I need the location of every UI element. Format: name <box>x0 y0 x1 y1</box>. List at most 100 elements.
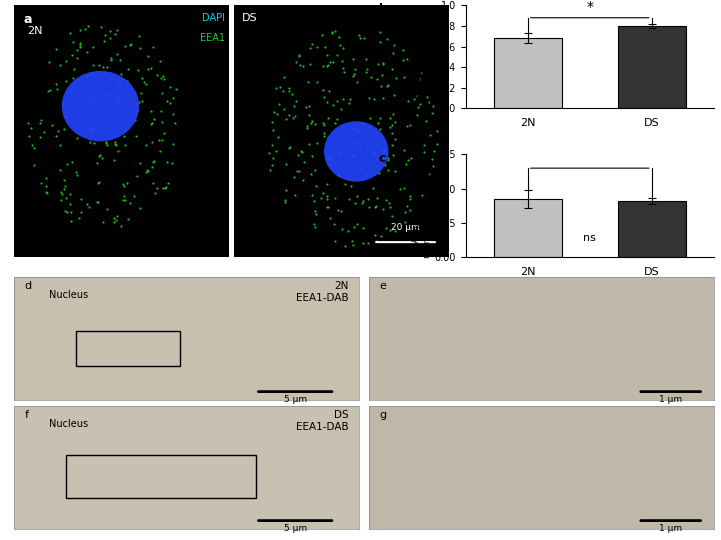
Point <box>402 156 414 164</box>
Point <box>304 60 315 69</box>
Point <box>94 151 105 159</box>
Point <box>308 220 319 228</box>
Point <box>373 119 384 127</box>
Point <box>115 56 126 65</box>
Point <box>22 119 33 127</box>
Point <box>411 111 423 119</box>
Point <box>120 125 131 133</box>
Point <box>141 166 153 175</box>
Point <box>322 132 333 141</box>
Point <box>280 114 292 123</box>
Point <box>97 218 109 226</box>
Point <box>35 118 46 127</box>
Point <box>70 103 81 111</box>
Point <box>356 166 368 174</box>
Text: b: b <box>379 3 388 16</box>
Point <box>123 214 134 223</box>
Point <box>352 174 363 183</box>
Point <box>138 78 150 86</box>
Point <box>298 62 309 71</box>
Point <box>386 140 398 149</box>
Point <box>35 116 47 125</box>
Text: DAPI: DAPI <box>202 13 225 23</box>
Text: ns: ns <box>583 233 596 243</box>
Point <box>284 143 296 151</box>
Point <box>318 129 329 137</box>
Point <box>302 78 314 86</box>
Point <box>109 30 120 38</box>
Point <box>335 105 346 113</box>
Point <box>283 144 295 153</box>
Point <box>384 113 396 122</box>
Point <box>358 238 369 247</box>
Point <box>283 84 294 92</box>
Point <box>377 153 389 161</box>
Point <box>120 42 131 50</box>
Point <box>76 195 87 204</box>
Point <box>68 38 79 46</box>
Point <box>110 140 122 149</box>
Point <box>83 85 94 94</box>
Point <box>143 64 154 73</box>
Point <box>167 94 179 103</box>
Point <box>154 146 166 155</box>
Point <box>104 33 115 42</box>
Point <box>423 170 435 179</box>
Point <box>319 43 331 52</box>
Point <box>97 154 108 163</box>
Point <box>376 232 387 240</box>
Point <box>93 178 105 186</box>
Point <box>122 64 133 73</box>
Point <box>386 64 397 73</box>
Point <box>151 184 163 192</box>
Point <box>56 187 67 196</box>
Point <box>353 139 364 147</box>
Point <box>87 125 99 133</box>
Point <box>279 198 291 206</box>
Text: e: e <box>380 281 386 291</box>
Point <box>324 152 335 160</box>
Point <box>87 61 99 70</box>
Point <box>399 146 410 154</box>
Point <box>360 171 371 179</box>
Point <box>155 106 167 115</box>
Point <box>87 43 99 52</box>
Point <box>43 58 55 66</box>
Point <box>322 153 334 161</box>
Point <box>324 58 335 66</box>
Point <box>317 118 329 127</box>
Point <box>27 140 38 149</box>
Point <box>324 213 336 222</box>
Point <box>89 118 101 127</box>
Point <box>335 148 346 157</box>
Point <box>112 25 123 34</box>
Point <box>129 116 141 124</box>
Point <box>421 92 433 101</box>
Point <box>424 131 435 140</box>
Point <box>76 130 87 139</box>
Point <box>399 208 410 217</box>
Point <box>61 194 72 202</box>
Point <box>50 80 62 89</box>
Point <box>81 71 93 80</box>
Point <box>337 64 348 73</box>
Point <box>383 199 394 207</box>
Point <box>146 137 157 146</box>
Point <box>317 188 329 197</box>
Point <box>43 87 54 96</box>
Point <box>92 158 103 167</box>
Point <box>263 149 275 158</box>
Point <box>120 195 131 204</box>
Point <box>404 121 415 130</box>
Point <box>340 143 351 152</box>
Point <box>136 89 147 98</box>
Point <box>373 38 385 46</box>
Point <box>343 155 355 164</box>
Point <box>331 51 342 59</box>
Bar <box>618 26 686 108</box>
Point <box>427 162 438 171</box>
Point <box>68 74 79 83</box>
Point <box>400 160 412 168</box>
Point <box>149 189 161 198</box>
Point <box>318 121 329 130</box>
